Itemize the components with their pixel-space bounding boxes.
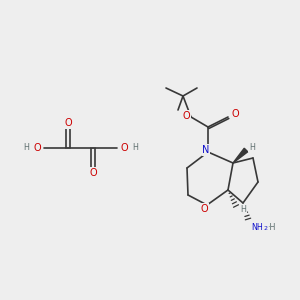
Text: 2: 2 [263, 226, 267, 232]
Text: ·H: ·H [267, 223, 275, 232]
Text: H: H [23, 143, 29, 152]
Text: H: H [249, 142, 255, 152]
Text: N: N [202, 145, 210, 155]
Text: O: O [182, 111, 190, 121]
Text: O: O [89, 168, 97, 178]
Text: H: H [132, 143, 138, 152]
Text: NH: NH [251, 223, 263, 232]
Text: O: O [120, 143, 128, 153]
Text: O: O [200, 204, 208, 214]
Text: O: O [231, 109, 239, 119]
Text: O: O [64, 118, 72, 128]
Text: H: H [240, 206, 246, 214]
Text: O: O [33, 143, 41, 153]
Polygon shape [233, 148, 248, 163]
